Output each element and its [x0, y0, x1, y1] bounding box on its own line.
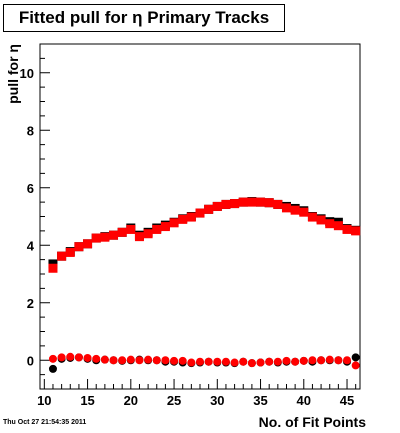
- data-point-square: [351, 226, 361, 236]
- data-point-square: [48, 263, 58, 273]
- data-point-square: [256, 197, 266, 207]
- data-point-square: [230, 199, 240, 209]
- data-point-circle: [92, 354, 101, 363]
- data-point-square: [325, 219, 335, 229]
- y-tick-label: 0: [27, 353, 34, 368]
- data-point-circle: [118, 356, 127, 365]
- data-point-square: [169, 218, 179, 228]
- data-point-circle: [308, 356, 317, 365]
- data-point-square: [100, 232, 110, 242]
- data-point-square: [264, 198, 274, 208]
- data-point-circle: [170, 356, 179, 365]
- x-tick-label: 25: [167, 393, 181, 408]
- data-point-circle: [161, 356, 170, 365]
- data-point-circle: [265, 357, 274, 366]
- data-point-square: [74, 242, 84, 252]
- x-tick-label: 20: [124, 393, 138, 408]
- data-point-circle: [213, 357, 222, 366]
- data-point-circle: [247, 359, 256, 368]
- data-point-circle: [291, 357, 300, 366]
- data-point-square: [333, 221, 343, 231]
- data-point-square: [134, 232, 144, 242]
- data-point-square: [247, 197, 257, 207]
- data-point-circle: [325, 355, 334, 364]
- data-point-circle: [74, 353, 83, 362]
- data-point-square: [299, 207, 309, 217]
- y-axis-title: pull for η: [5, 44, 21, 104]
- data-point-circle: [66, 352, 75, 361]
- chart-title: Fitted pull for η Primary Tracks: [3, 4, 285, 32]
- x-tick-label: 45: [340, 393, 354, 408]
- x-tick-label: 30: [210, 393, 224, 408]
- data-point-circle: [239, 357, 248, 366]
- data-point-square: [160, 222, 170, 232]
- data-point-square: [290, 205, 300, 215]
- data-point-circle: [83, 353, 92, 362]
- timestamp: Thu Oct 27 21:54:35 2011: [3, 419, 87, 426]
- data-point-circle: [230, 358, 239, 367]
- data-point-square: [186, 212, 196, 222]
- data-point-circle: [144, 355, 153, 364]
- data-markers: [48, 197, 361, 373]
- tick-labels: 10 15 20 25 30 35 40 45 0 2 4 6 8 10: [20, 66, 355, 408]
- data-point-square: [204, 204, 214, 214]
- y-tick-label: 8: [27, 123, 34, 138]
- data-point-circle: [135, 356, 144, 365]
- data-point-circle: [48, 364, 57, 373]
- x-tick-label: 10: [37, 393, 51, 408]
- data-point-circle: [109, 356, 118, 365]
- x-tick-label: 15: [80, 393, 94, 408]
- y-tick-label: 4: [27, 238, 35, 253]
- data-point-square: [307, 212, 317, 222]
- data-point-circle: [351, 361, 360, 370]
- data-point-circle: [187, 358, 196, 367]
- data-point-circle: [256, 358, 265, 367]
- data-point-square: [83, 239, 93, 249]
- data-point-square: [281, 203, 291, 213]
- y-tick-label: 6: [27, 181, 34, 196]
- data-point-circle: [126, 355, 135, 364]
- data-point-square: [221, 199, 231, 209]
- data-point-circle: [178, 356, 187, 365]
- data-point-square: [316, 215, 326, 225]
- y-tick-label: 2: [27, 296, 34, 311]
- data-point-square: [195, 208, 205, 218]
- data-point-circle: [282, 356, 291, 365]
- data-point-circle: [334, 356, 343, 365]
- data-point-square: [178, 214, 188, 224]
- data-point-square: [65, 247, 75, 257]
- data-point-square: [342, 224, 352, 234]
- data-point-circle: [221, 357, 230, 366]
- data-point-circle: [299, 356, 308, 365]
- x-axis-title: No. of Fit Points: [259, 414, 367, 430]
- data-point-square: [109, 230, 119, 240]
- x-tick-label: 40: [297, 393, 311, 408]
- data-point-square: [91, 233, 101, 243]
- data-point-circle: [152, 356, 161, 365]
- tick-marks: [40, 43, 357, 390]
- data-point-circle: [196, 357, 204, 366]
- data-point-circle: [57, 353, 66, 362]
- data-point-circle: [48, 354, 57, 363]
- data-point-square: [273, 199, 283, 209]
- data-point-circle: [100, 355, 109, 364]
- data-point-circle: [273, 357, 282, 366]
- data-point-square: [152, 224, 162, 234]
- data-point-square: [57, 251, 67, 261]
- y-tick-label: 10: [20, 66, 34, 81]
- data-point-circle: [317, 356, 326, 365]
- data-point-square: [238, 197, 248, 207]
- data-point-square: [117, 227, 127, 237]
- data-point-circle: [204, 357, 213, 366]
- data-point-square: [212, 201, 222, 211]
- data-point-square: [143, 229, 153, 239]
- data-point-circle: [351, 353, 360, 362]
- data-point-square: [126, 224, 136, 234]
- data-point-circle: [343, 356, 352, 365]
- x-tick-label: 35: [253, 393, 267, 408]
